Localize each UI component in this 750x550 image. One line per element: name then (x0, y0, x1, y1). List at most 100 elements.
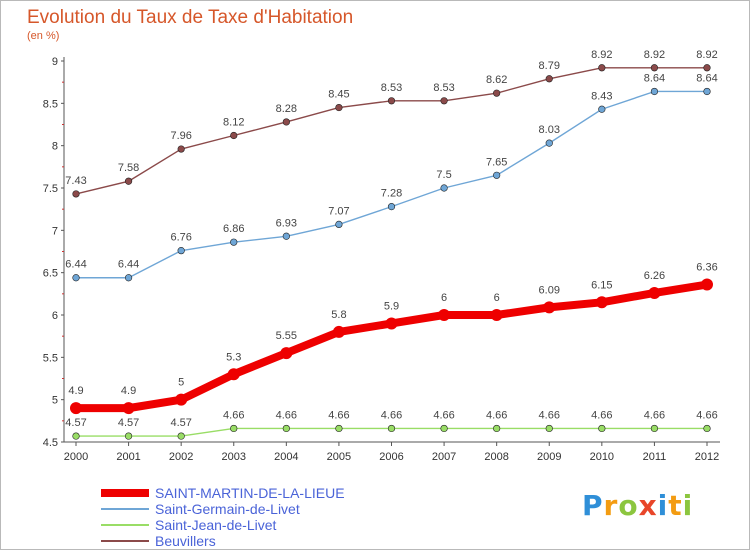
data-label: 6.26 (644, 270, 665, 282)
y-tick-label: 7.5 (43, 183, 58, 195)
data-point (595, 296, 608, 309)
data-point (335, 220, 343, 229)
data-point (648, 286, 661, 299)
data-point (230, 131, 238, 140)
x-tick-label: 2007 (432, 451, 456, 463)
data-point (177, 432, 185, 440)
data-label: 4.57 (170, 417, 191, 429)
data-point (175, 393, 188, 406)
data-point (650, 424, 659, 433)
data-point (545, 139, 553, 147)
data-label: 8.12 (223, 117, 244, 129)
data-point (543, 301, 556, 314)
data-point (124, 274, 133, 282)
data-label: 7.96 (170, 130, 191, 142)
chart-legend: SAINT-MARTIN-DE-LA-LIEUE Saint-Germain-de… (101, 485, 345, 549)
data-label: 5.8 (331, 309, 346, 321)
data-label: 8.92 (591, 49, 612, 61)
data-label: 8.79 (539, 60, 560, 72)
data-label: 4.66 (539, 409, 560, 421)
data-point (387, 97, 396, 105)
data-label: 6.44 (118, 259, 139, 271)
x-tick-label: 2011 (643, 451, 667, 463)
data-label: 8.62 (486, 74, 507, 86)
data-label: 8.53 (381, 82, 402, 94)
data-point (282, 424, 290, 433)
y-tick-label: 8.5 (43, 98, 58, 110)
data-label: 6.76 (170, 232, 191, 244)
legend-item: Saint-Jean-de-Livet (101, 517, 345, 533)
data-label: 7.43 (65, 175, 86, 187)
data-point (440, 184, 448, 192)
legend-swatch (101, 489, 149, 497)
data-label: 4.66 (644, 409, 665, 421)
data-label: 6 (441, 292, 447, 304)
data-point (493, 89, 501, 97)
legend-swatch (101, 524, 149, 526)
data-point (230, 424, 238, 433)
data-point (177, 145, 185, 153)
logo-letter: P (582, 489, 604, 522)
data-point (124, 177, 133, 185)
data-label: 7.5 (436, 169, 451, 181)
data-point (70, 402, 82, 415)
data-label: 4.66 (591, 409, 612, 421)
data-label: 7.58 (118, 162, 139, 174)
data-point (124, 432, 133, 440)
data-point (438, 309, 451, 321)
data-label: 4.66 (223, 409, 244, 421)
legend-item: Saint-Germain-de-Livet (101, 501, 345, 517)
data-point (335, 424, 343, 433)
data-label: 4.66 (433, 409, 454, 421)
data-label: 4.66 (276, 409, 297, 421)
data-label: 8.64 (696, 72, 717, 84)
x-tick-label: 2000 (64, 451, 88, 463)
x-tick-label: 2009 (537, 451, 561, 463)
data-point (385, 317, 398, 330)
x-tick-label: 2012 (695, 451, 719, 463)
data-label: 8.28 (276, 103, 297, 115)
logo-letter: t (668, 489, 683, 522)
legend-label: Saint-Jean-de-Livet (155, 517, 277, 533)
data-label: 4.57 (65, 417, 86, 429)
unit-label: (en %) (27, 30, 60, 42)
data-label: 7.65 (486, 156, 507, 168)
data-point (545, 75, 553, 83)
data-label: 6 (494, 292, 500, 304)
logo-letter: x (638, 489, 658, 522)
series-line-1 (75, 90, 708, 279)
data-label: 6.09 (539, 284, 560, 296)
data-point (703, 424, 711, 433)
y-tick-label: 7 (52, 225, 58, 237)
data-label: 7.07 (328, 205, 349, 217)
data-point (440, 424, 448, 433)
data-point (387, 424, 396, 433)
data-label: 5 (178, 377, 184, 389)
y-tick-label: 4.5 (43, 437, 58, 449)
data-point (440, 97, 448, 105)
data-point (72, 190, 80, 198)
data-point (227, 368, 240, 381)
logo-letter: r (603, 489, 619, 522)
data-point (72, 432, 80, 440)
legend-swatch (101, 540, 149, 542)
proxiti-logo: Proxiti (582, 489, 693, 522)
data-point (230, 238, 238, 246)
data-label: 8.92 (644, 49, 665, 61)
data-label: 4.57 (118, 417, 139, 429)
legend-item: SAINT-MARTIN-DE-LA-LIEUE (101, 485, 345, 501)
data-label: 8.53 (433, 82, 454, 94)
data-label: 8.43 (591, 90, 612, 102)
data-point (177, 247, 185, 255)
legend-swatch (101, 508, 149, 510)
legend-item: Beuvillers (101, 533, 345, 549)
data-point (282, 118, 290, 126)
data-label: 5.3 (226, 351, 241, 363)
data-point (282, 232, 290, 240)
data-label: 8.45 (328, 89, 349, 101)
y-tick-label: 5.5 (43, 352, 58, 364)
data-point (545, 424, 553, 433)
data-label: 8.03 (539, 124, 560, 136)
